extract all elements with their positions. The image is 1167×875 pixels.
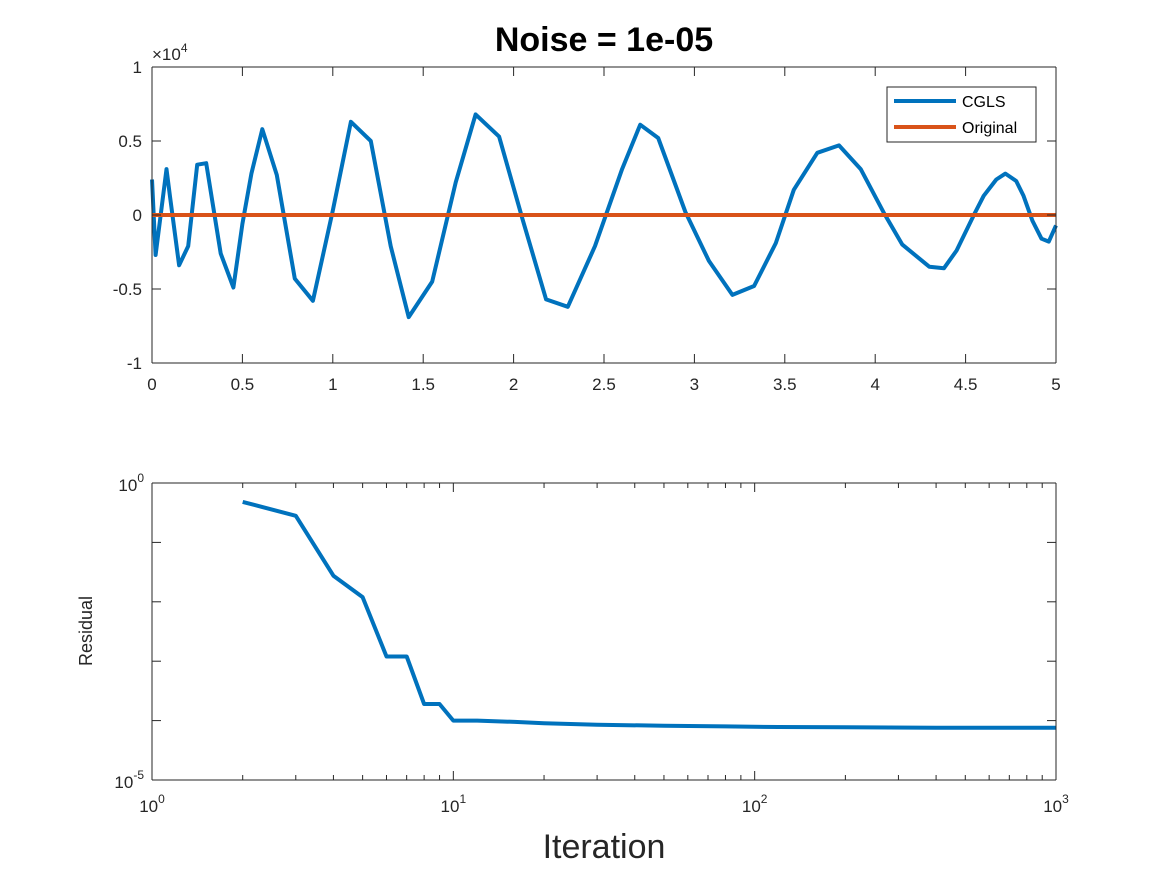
x-axis-label: Iteration (543, 828, 666, 866)
y-exponent-label: ×104 (152, 41, 188, 64)
x-tick-label: 3.5 (773, 375, 797, 394)
bottom-plot-area (152, 483, 1056, 780)
legend-box (886, 86, 1037, 143)
series-line-cgls (150, 112, 1058, 320)
y-tick-label: 0 (133, 206, 142, 225)
top-title: Noise = 1e-05 (495, 21, 713, 59)
y-tick-label: -0.5 (113, 280, 142, 299)
svg-text:×104: ×104 (152, 41, 188, 64)
y-tick-label: -1 (127, 354, 142, 373)
y-exponent-power: 4 (181, 41, 188, 55)
legend-label-cgls: CGLS (962, 94, 1006, 111)
x-tick-label: 102 (742, 792, 768, 816)
y-tick-label: 0.5 (118, 132, 142, 151)
top-axes: Noise = 1e-05 0 0.5 1 1.5 2 2.5 3 3.5 4 4.5 5 -1 -0.… (113, 21, 1061, 394)
y-tick-label: 10-5 (114, 768, 144, 792)
y-tick-label: 1 (133, 58, 142, 77)
top-tick-group: 0 0.5 1 1.5 2 2.5 3 3.5 4 4.5 5 -1 -0.5 0 0.5 1 (113, 58, 1061, 394)
x-tick-label: 3 (690, 375, 699, 394)
x-tick-label: 2 (509, 375, 518, 394)
y-tick-label: 100 (118, 471, 144, 495)
legend: CGLS Original (886, 86, 1037, 143)
x-tick-label: 5 (1051, 375, 1060, 394)
y-exponent-base: ×10 (152, 45, 181, 64)
x-tick-label: 0.5 (231, 375, 255, 394)
legend-label-original: Original (962, 120, 1017, 137)
x-tick-label: 4.5 (954, 375, 978, 394)
top-series-group (150, 112, 1058, 320)
x-tick-label: 1.5 (411, 375, 435, 394)
x-tick-label: 100 (139, 792, 165, 816)
x-tick-label: 0 (147, 375, 156, 394)
bottom-axes-frame (151, 482, 1057, 781)
residual-line (242, 499, 1056, 730)
x-tick-label: 2.5 (592, 375, 616, 394)
x-tick-label: 4 (870, 375, 879, 394)
x-tick-label: 1 (328, 375, 337, 394)
x-tick-label: 103 (1043, 792, 1069, 816)
bottom-series-group (242, 499, 1056, 730)
x-tick-label: 101 (441, 792, 467, 816)
y-axis-label: Residual (76, 596, 96, 666)
